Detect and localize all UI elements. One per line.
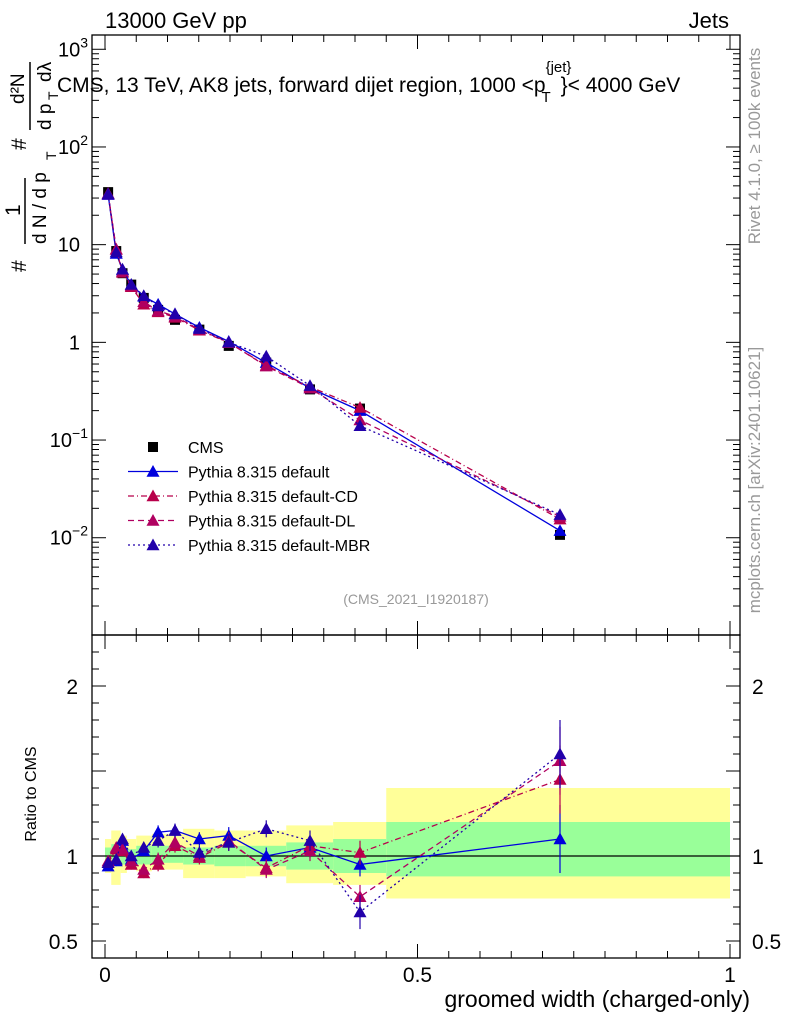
legend-marker — [146, 538, 160, 551]
main-series-line — [107, 193, 561, 516]
main-series-line — [107, 193, 561, 520]
main-mc-point — [137, 289, 151, 301]
analysis-id: (CMS_2021_I1920187) — [343, 591, 489, 607]
y-tick-label: 10−1 — [50, 425, 88, 452]
ratio-point — [303, 834, 317, 846]
ratio-point — [192, 846, 206, 858]
main-mc-point — [553, 524, 567, 536]
y-tick-label: 103 — [58, 34, 88, 61]
category-label: Jets — [689, 8, 729, 33]
ratio-point — [553, 747, 567, 760]
ratio-point — [109, 852, 123, 865]
main-mc-point — [222, 335, 236, 348]
x-tick-label: 0.5 — [403, 964, 432, 987]
main-mc-point — [353, 401, 367, 413]
x-axis-label: groomed width (charged-only) — [444, 986, 750, 1012]
title-sup: {jet} — [546, 59, 572, 76]
ratio-point — [353, 846, 367, 858]
ratio-band-inner — [386, 822, 730, 877]
ratio-point — [151, 834, 165, 846]
y-tick-label: 10 — [58, 235, 80, 257]
x-tick-label: 1 — [724, 964, 736, 987]
ratio-y-tick-label: 1 — [66, 846, 78, 869]
ratio-point — [137, 863, 151, 875]
main-mc-point — [192, 322, 206, 334]
ylabel-hash: # — [8, 138, 31, 150]
y-tick-label: 102 — [58, 132, 88, 159]
main-mc-point — [116, 262, 129, 275]
ratio-point — [168, 824, 182, 836]
main-series-line — [107, 193, 561, 518]
legend-marker — [148, 442, 158, 452]
legend-marker — [146, 465, 160, 477]
ratio-point — [151, 852, 165, 865]
main-series-line — [107, 194, 561, 532]
ratio-y-tick-label-right: 0.5 — [752, 931, 781, 954]
main-mc-point — [353, 419, 367, 431]
ratio-point — [101, 856, 115, 868]
rivet-label: Rivet 4.1.0, ≥ 100k events — [745, 48, 764, 244]
ratio-y-tick-label: 2 — [66, 676, 78, 699]
ratio-point — [222, 835, 236, 848]
legend-label: CMS — [188, 440, 224, 457]
legend-label: Pythia 8.315 default-CD — [188, 489, 358, 506]
ylabel-den: d N / d p — [30, 172, 51, 244]
legend-marker — [146, 514, 160, 526]
ratio-point — [259, 822, 273, 834]
ratio-y-tick-label-right: 1 — [752, 846, 764, 869]
ratio-point — [192, 832, 206, 845]
ylabel-lead: # — [8, 260, 31, 272]
ylabel-den-sub: T — [43, 151, 59, 160]
energy-label: 13000 GeV pp — [105, 8, 247, 33]
mcplots-label: mcplots.cern.ch [arXiv:2401.10621] — [745, 347, 764, 613]
ratio-y-label: Ratio to CMS — [23, 746, 40, 841]
ratio-point — [259, 849, 273, 862]
main-mc-point — [259, 349, 273, 362]
main-mc-point — [303, 379, 317, 391]
ylabel-one: 1 — [2, 204, 25, 216]
ratio-point — [259, 863, 273, 875]
x-tick-label: 0 — [99, 964, 111, 987]
main-mc-point — [101, 187, 115, 200]
legend-marker — [146, 489, 160, 502]
legend-label: Pythia 8.315 default — [188, 465, 330, 482]
main-mc-point — [553, 508, 567, 520]
plot-title: CMS, 13 TeV, AK8 jets, forward dijet reg… — [57, 59, 680, 106]
title-main: CMS, 13 TeV, AK8 jets, forward dijet reg… — [57, 74, 546, 97]
title-sub: T — [541, 89, 550, 106]
ratio-point — [553, 832, 567, 845]
ylabel-numden: d p — [35, 104, 56, 130]
ratio-y-tick-label-right: 2 — [752, 676, 764, 699]
ratio-point — [137, 841, 151, 853]
ylabel-numden-sub: T — [45, 91, 61, 100]
legend: CMS Pythia 8.315 default Pythia 8.315 defa… — [128, 440, 370, 555]
y-tick-label: 1 — [69, 332, 80, 354]
title-end: }< 4000 GeV — [561, 74, 681, 97]
ratio-point — [124, 849, 138, 862]
main-mc-point — [259, 359, 273, 372]
main-mc-point — [124, 278, 138, 290]
main-mc-point — [151, 299, 165, 312]
main-mc-point — [168, 307, 182, 320]
ratio-point — [151, 825, 165, 838]
legend-label: Pythia 8.315 default-DL — [188, 514, 355, 531]
ratio-panel: 0 0.5 1 0.5 0.5 1 1 2 2 — [49, 634, 781, 987]
ratio-y-tick-label: 0.5 — [49, 931, 78, 954]
ylabel-num: d²N — [8, 73, 29, 104]
y-tick-label: 10−2 — [50, 523, 88, 550]
ratio-frame — [91, 634, 741, 959]
ratio-point — [116, 832, 129, 845]
main-mc-point — [137, 295, 151, 308]
ratio-point — [168, 835, 182, 848]
legend-label: Pythia 8.315 default-MBR — [188, 538, 370, 555]
ratio-point — [353, 905, 367, 918]
main-y-label: # 1 d N / d p T # d²N d p T dλ — [2, 61, 61, 272]
ylabel-numden-end: dλ — [35, 61, 56, 82]
ratio-point — [116, 842, 129, 855]
main-mc-point — [109, 245, 123, 258]
